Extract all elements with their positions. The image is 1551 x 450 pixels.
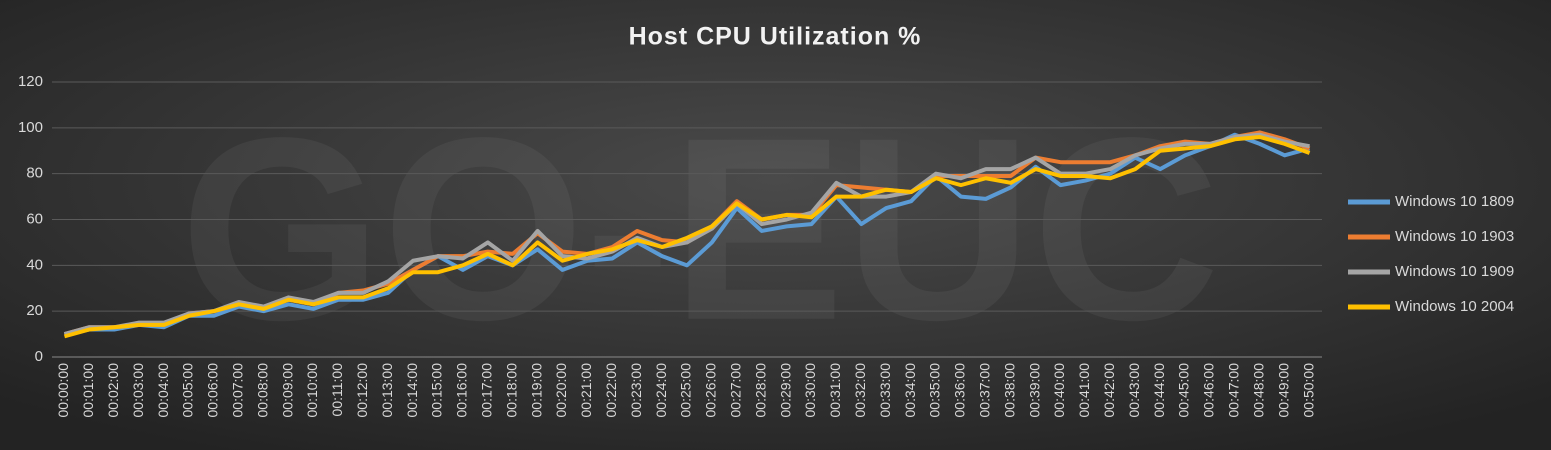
x-tick-label: 00:46:00 xyxy=(1201,363,1217,418)
x-tick-label: 00:18:00 xyxy=(503,363,519,418)
x-tick-label: 00:35:00 xyxy=(927,363,943,418)
x-tick-label: 00:31:00 xyxy=(827,363,843,418)
x-tick-label: 00:05:00 xyxy=(180,363,196,418)
x-tick-label: 00:50:00 xyxy=(1300,363,1316,418)
x-tick-label: 00:30:00 xyxy=(802,363,818,418)
x-tick-label: 00:13:00 xyxy=(379,363,395,418)
x-tick-label: 00:36:00 xyxy=(952,363,968,418)
chart-title: Host CPU Utilization % xyxy=(629,23,922,51)
x-tick-label: 00:32:00 xyxy=(852,363,868,418)
x-tick-label: 00:12:00 xyxy=(354,363,370,418)
x-tick-label: 00:20:00 xyxy=(553,363,569,418)
y-tick-label: 80 xyxy=(26,165,43,182)
x-tick-label: 00:44:00 xyxy=(1151,363,1167,418)
y-tick-label: 40 xyxy=(26,256,43,273)
x-tick-label: 00:04:00 xyxy=(155,363,171,418)
x-tick-label: 00:08:00 xyxy=(254,363,270,418)
legend-label: Windows 10 1903 xyxy=(1395,228,1514,245)
x-tick-label: 00:03:00 xyxy=(130,363,146,418)
series-line xyxy=(63,135,1311,339)
x-tick-label: 00:47:00 xyxy=(1226,363,1242,418)
x-tick-label: 00:25:00 xyxy=(678,363,694,418)
x-tick-label: 00:10:00 xyxy=(304,363,320,418)
x-tick-label: 00:23:00 xyxy=(628,363,644,418)
x-tick-label: 00:37:00 xyxy=(977,363,993,418)
x-tick-label: 00:48:00 xyxy=(1250,363,1266,418)
x-tick-label: 00:29:00 xyxy=(777,363,793,418)
x-tick-label: 00:34:00 xyxy=(902,363,918,418)
y-tick-label: 20 xyxy=(26,302,43,319)
x-tick-label: 00:07:00 xyxy=(229,363,245,418)
x-tick-label: 00:45:00 xyxy=(1176,363,1192,418)
y-tick-label: 60 xyxy=(26,210,43,227)
x-tick-label: 00:41:00 xyxy=(1076,363,1092,418)
legend-label: Windows 10 2004 xyxy=(1395,298,1514,315)
x-tick-label: 00:42:00 xyxy=(1101,363,1117,418)
x-tick-label: 00:02:00 xyxy=(105,363,121,418)
x-tick-label: 00:21:00 xyxy=(578,363,594,418)
legend-label: Windows 10 1909 xyxy=(1395,263,1514,280)
x-tick-label: 00:19:00 xyxy=(528,363,544,418)
x-tick-label: 00:01:00 xyxy=(80,363,96,418)
y-tick-label: 100 xyxy=(18,119,43,136)
x-tick-label: 00:43:00 xyxy=(1126,363,1142,418)
x-tick-label: 00:26:00 xyxy=(703,363,719,418)
x-tick-label: 00:15:00 xyxy=(429,363,445,418)
legend-label: Windows 10 1809 xyxy=(1395,193,1514,210)
y-tick-label: 120 xyxy=(18,73,43,90)
x-tick-label: 00:17:00 xyxy=(478,363,494,418)
x-tick-label: 00:33:00 xyxy=(877,363,893,418)
x-tick-label: 00:06:00 xyxy=(205,363,221,418)
x-tick-label: 00:39:00 xyxy=(1026,363,1042,418)
series-line xyxy=(63,132,1310,337)
x-tick-label: 00:24:00 xyxy=(653,363,669,418)
x-tick-label: 00:00:00 xyxy=(55,363,71,418)
x-tick-label: 00:09:00 xyxy=(279,363,295,418)
y-tick-label: 0 xyxy=(35,348,43,365)
x-tick-label: 00:27:00 xyxy=(728,363,744,418)
x-tick-label: 00:22:00 xyxy=(603,363,619,418)
x-tick-label: 00:40:00 xyxy=(1051,363,1067,418)
x-tick-label: 00:38:00 xyxy=(1001,363,1017,418)
x-tick-label: 00:28:00 xyxy=(752,363,768,418)
x-tick-label: 00:14:00 xyxy=(404,363,420,418)
x-tick-label: 00:11:00 xyxy=(329,363,345,417)
x-tick-label: 00:16:00 xyxy=(454,363,470,418)
x-tick-label: 00:49:00 xyxy=(1275,363,1291,418)
